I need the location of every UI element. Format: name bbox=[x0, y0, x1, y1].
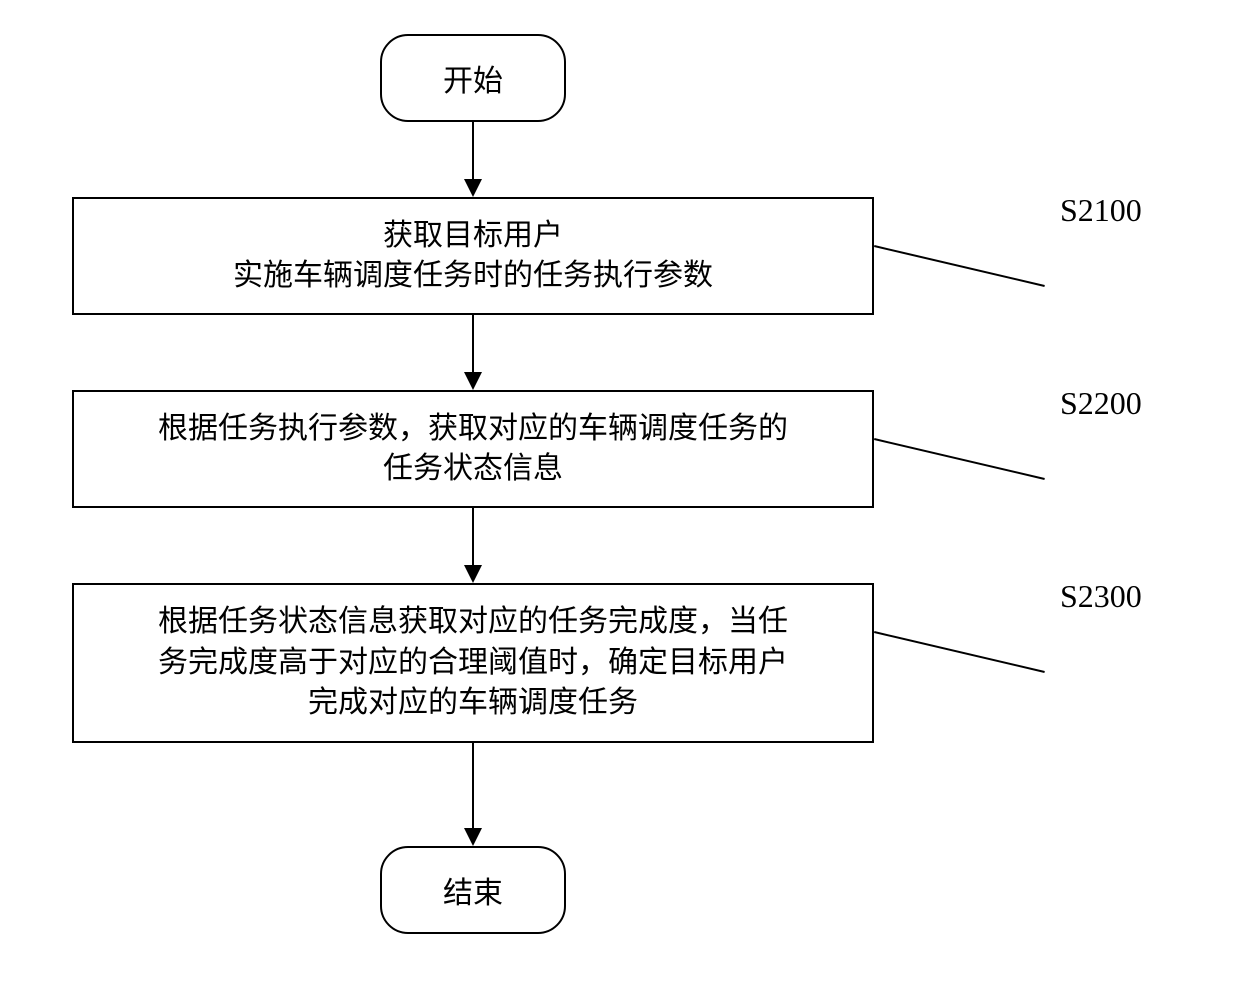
process-s2200: 根据任务执行参数，获取对应的车辆调度任务的 任务状态信息 bbox=[72, 390, 874, 508]
s2100-line1: 获取目标用户 bbox=[383, 216, 563, 257]
flowchart-canvas: 开始 获取目标用户 实施车辆调度任务时的任务执行参数 S2100 根据任务执行参… bbox=[0, 0, 1240, 997]
step-label-s2300: S2300 bbox=[1060, 578, 1142, 615]
s2100-line2: 实施车辆调度任务时的任务执行参数 bbox=[233, 256, 713, 297]
edge-start-s2100-head bbox=[464, 179, 482, 197]
edge-s2300-end bbox=[472, 743, 474, 828]
process-s2100: 获取目标用户 实施车辆调度任务时的任务执行参数 bbox=[72, 197, 874, 315]
edge-s2200-s2300-head bbox=[464, 565, 482, 583]
leader-s2200-diag bbox=[874, 438, 1045, 480]
leader-s2100-diag bbox=[874, 245, 1045, 287]
edge-s2100-s2200-head bbox=[464, 372, 482, 390]
edge-s2200-s2300 bbox=[472, 508, 474, 565]
edge-start-s2100 bbox=[472, 122, 474, 179]
step-label-s2100: S2100 bbox=[1060, 192, 1142, 229]
step-label-s2200: S2200 bbox=[1060, 385, 1142, 422]
leader-s2300-diag bbox=[874, 631, 1045, 673]
start-node: 开始 bbox=[380, 34, 566, 122]
end-node: 结束 bbox=[380, 846, 566, 934]
process-s2300: 根据任务状态信息获取对应的任务完成度，当任 务完成度高于对应的合理阈值时，确定目… bbox=[72, 583, 874, 743]
end-label: 结束 bbox=[443, 868, 503, 912]
s2300-line1: 根据任务状态信息获取对应的任务完成度，当任 bbox=[158, 602, 788, 643]
s2200-line1: 根据任务执行参数，获取对应的车辆调度任务的 bbox=[158, 409, 788, 450]
s2300-line3: 完成对应的车辆调度任务 bbox=[308, 683, 638, 724]
edge-s2100-s2200 bbox=[472, 315, 474, 372]
s2300-line2: 务完成度高于对应的合理阈值时，确定目标用户 bbox=[158, 643, 788, 684]
edge-s2300-end-head bbox=[464, 828, 482, 846]
s2200-line2: 任务状态信息 bbox=[383, 449, 563, 490]
start-label: 开始 bbox=[443, 56, 503, 100]
